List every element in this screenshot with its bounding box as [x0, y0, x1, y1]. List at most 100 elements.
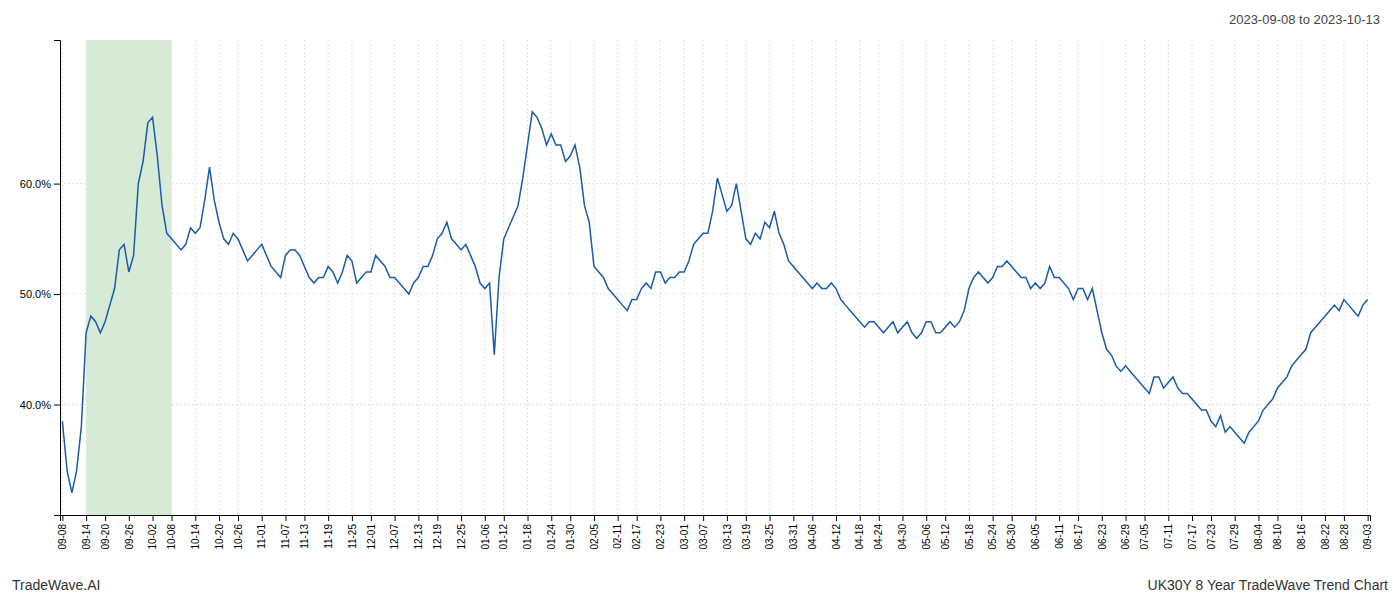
- x-tick: 03-19: [741, 515, 752, 550]
- x-tick-mark: [304, 515, 305, 521]
- x-tick: 06-11: [1054, 515, 1065, 549]
- y-tick-mark: [54, 294, 60, 295]
- x-tick: 03-13: [722, 515, 733, 550]
- y-grid-line: [60, 294, 1370, 295]
- x-tick-label: 02-23: [655, 524, 666, 550]
- x-tick: 09-03: [1362, 515, 1373, 550]
- plot-area: 09-0809-1409-2009-2610-0210-0810-1410-20…: [20, 40, 1374, 550]
- x-tick-mark: [172, 515, 173, 521]
- y-tick-mark: [54, 184, 60, 185]
- x-grid-line: [527, 40, 528, 515]
- x-tick: 10-20: [214, 515, 225, 550]
- x-tick: 04-24: [873, 515, 884, 550]
- x-tick-label: 03-31: [788, 524, 799, 550]
- x-tick: 12-13: [413, 515, 424, 550]
- x-tick-label: 04-12: [831, 524, 842, 550]
- x-tick-label: 10-26: [233, 524, 244, 550]
- x-tick: 03-31: [788, 515, 799, 550]
- x-tick-mark: [461, 515, 462, 521]
- x-tick: 11-01: [256, 515, 267, 549]
- x-tick-label: 01-18: [522, 524, 533, 550]
- x-grid-line: [1011, 40, 1012, 515]
- x-tick-label: 12-19: [432, 524, 443, 550]
- x-tick: 01-24: [546, 515, 557, 550]
- x-tick-label: 06-29: [1120, 524, 1131, 550]
- x-tick-mark: [570, 515, 571, 521]
- x-grid-line: [1210, 40, 1211, 515]
- x-tick-mark: [637, 515, 638, 521]
- x-tick-mark: [1277, 515, 1278, 521]
- x-tick: 12-19: [432, 515, 443, 550]
- x-tick-label: 11-13: [299, 524, 310, 549]
- x-tick: 03-07: [698, 515, 709, 550]
- x-tick: 07-17: [1187, 515, 1198, 550]
- x-grid-line: [836, 40, 837, 515]
- x-grid-line: [1301, 40, 1302, 515]
- x-tick: 12-07: [389, 515, 400, 550]
- x-tick-mark: [879, 515, 880, 521]
- x-tick-mark: [746, 515, 747, 521]
- x-tick: 12-25: [456, 515, 467, 550]
- x-tick-mark: [969, 515, 970, 521]
- x-tick: 02-23: [655, 515, 666, 550]
- x-tick-mark: [770, 515, 771, 521]
- x-tick-mark: [660, 515, 661, 521]
- x-tick: 08-22: [1320, 515, 1331, 550]
- x-tick-label: 07-29: [1229, 524, 1240, 550]
- x-tick-label: 06-05: [1030, 524, 1041, 550]
- x-tick-label: 06-23: [1097, 524, 1108, 550]
- x-tick-mark: [926, 515, 927, 521]
- x-tick: 08-10: [1272, 515, 1283, 550]
- annotation: UK30Y 8 Year TradeWave Trend Chart: [1148, 577, 1389, 593]
- x-tick: 06-29: [1120, 515, 1131, 550]
- x-tick-label: 12-25: [456, 524, 467, 550]
- x-tick-mark: [528, 515, 529, 521]
- x-grid-line: [285, 40, 286, 515]
- x-tick-label: 03-13: [722, 524, 733, 550]
- x-tick-mark: [1168, 515, 1169, 521]
- x-tick-label: 12-13: [413, 524, 424, 550]
- x-grid-line: [461, 40, 462, 515]
- x-tick-mark: [993, 515, 994, 521]
- x-tick-label: 08-22: [1320, 524, 1331, 550]
- x-axis: 09-0809-1409-2009-2610-0210-0810-1410-20…: [57, 515, 1373, 550]
- x-tick-mark: [727, 515, 728, 521]
- y-axis: 40.0%50.0%60.0%: [20, 41, 61, 516]
- x-grid-line: [1168, 40, 1169, 515]
- x-tick-label: 08-16: [1296, 524, 1307, 550]
- x-tick: 08-04: [1253, 515, 1264, 550]
- x-tick-mark: [594, 515, 595, 521]
- x-grid-line: [237, 40, 238, 515]
- annotation: TradeWave.AI: [12, 577, 100, 593]
- x-tick: 11-19: [323, 515, 334, 549]
- x-tick-mark: [684, 515, 685, 521]
- x-tick-label: 05-06: [921, 524, 932, 550]
- x-tick: 04-06: [807, 515, 818, 550]
- x-tick: 04-18: [854, 515, 865, 550]
- x-tick-label: 10-14: [190, 524, 201, 550]
- x-grid-line: [261, 40, 262, 515]
- x-tick-label: 10-02: [147, 524, 158, 550]
- x-grid-line: [703, 40, 704, 515]
- x-tick-label: 02-17: [631, 524, 642, 550]
- x-tick-mark: [86, 515, 87, 521]
- x-tick: 10-02: [147, 515, 158, 550]
- x-grid-line: [437, 40, 438, 515]
- x-tick-label: 04-30: [897, 524, 908, 550]
- x-grid-line: [1367, 40, 1368, 515]
- x-tick: 02-17: [631, 515, 642, 550]
- x-tick: 09-08: [57, 515, 68, 550]
- x-tick-mark: [1035, 515, 1036, 521]
- x-tick-label: 08-28: [1339, 524, 1350, 550]
- x-grid-line: [1258, 40, 1259, 515]
- x-tick: 01-30: [565, 515, 576, 550]
- x-tick-label: 11-19: [323, 524, 334, 549]
- x-grid-line: [926, 40, 927, 515]
- x-grid-line: [1078, 40, 1079, 515]
- x-grid-line: [195, 40, 196, 515]
- x-tick: 11-07: [280, 515, 291, 549]
- x-tick-label: 05-30: [1006, 524, 1017, 550]
- x-grid-line: [484, 40, 485, 515]
- y-tick-label: 60.0%: [20, 178, 51, 190]
- x-grid-line: [1144, 40, 1145, 515]
